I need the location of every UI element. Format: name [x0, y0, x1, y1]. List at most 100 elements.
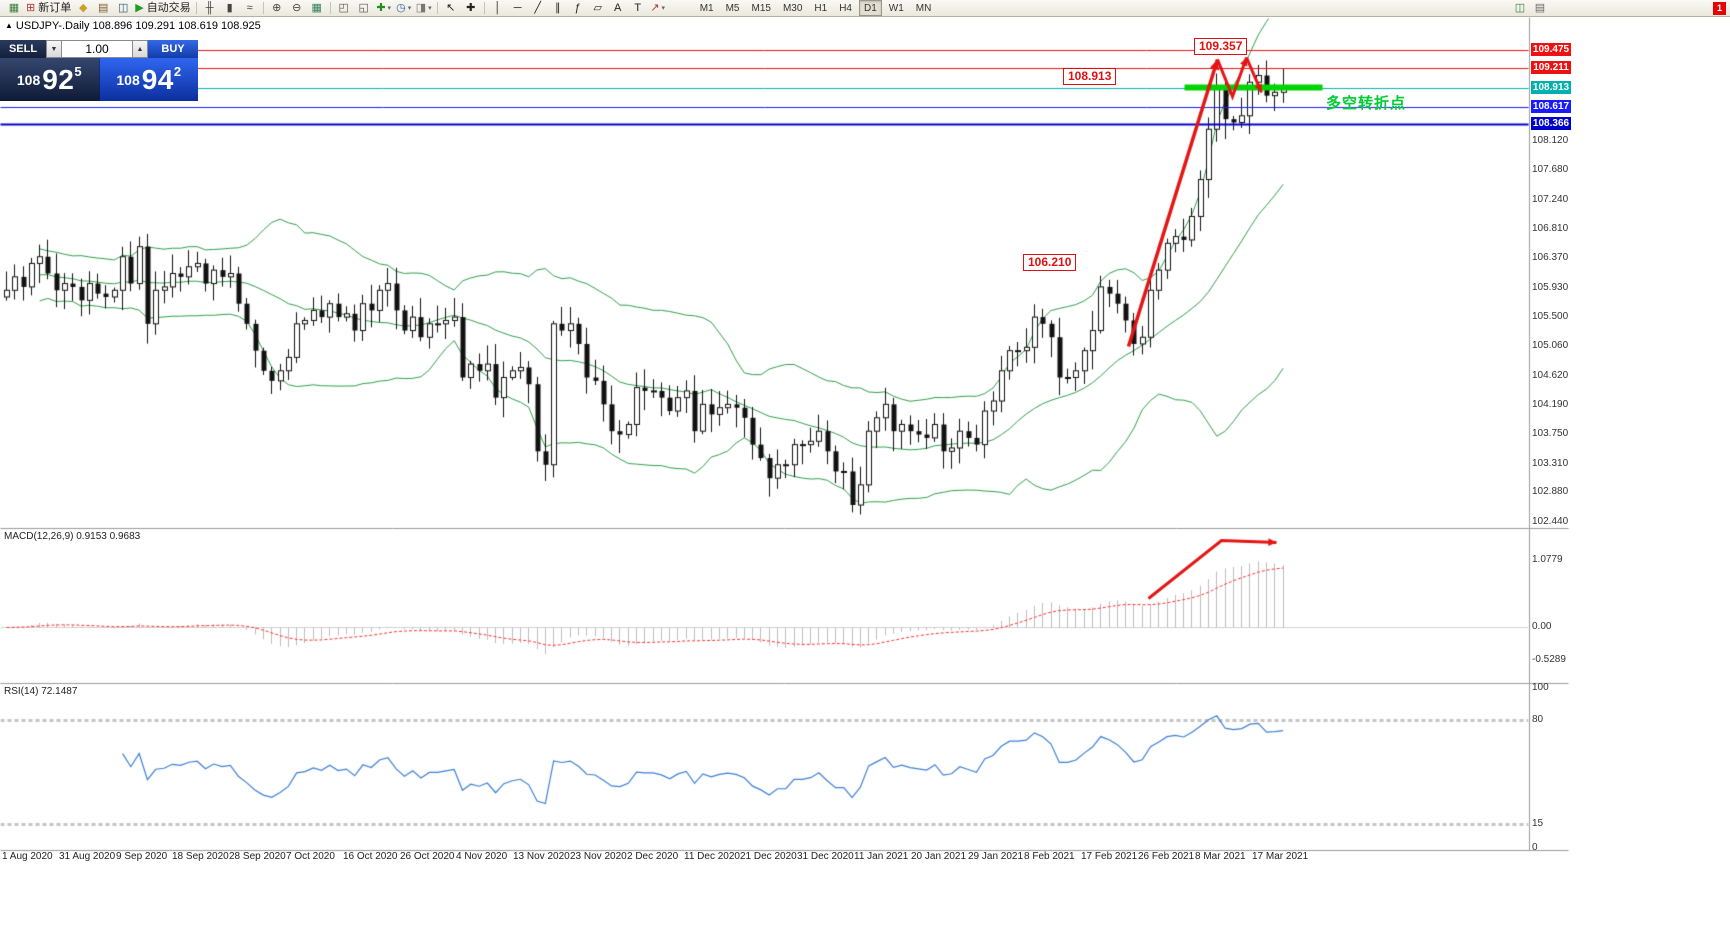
history-center-button[interactable]: ▤ — [94, 1, 112, 16]
timeframe-m1-button[interactable]: M1 — [699, 2, 714, 14]
timeframe-h4-button[interactable]: H4 — [839, 2, 852, 14]
autotrading-button[interactable]: ▶ 自动交易 — [134, 1, 191, 16]
templates-icon: ◨ — [415, 1, 427, 14]
cascade-windows-icon: ◰ — [338, 1, 349, 14]
candlestick-chart-icon: ▮ — [226, 1, 233, 14]
shapes-button[interactable]: ▱ — [589, 1, 607, 16]
timeframe-d1-button[interactable]: D1 — [859, 0, 882, 16]
fibonacci-button[interactable]: ƒ — [569, 1, 587, 16]
bar-chart-button[interactable]: ╫ — [201, 1, 219, 16]
ask-price-button[interactable]: 108 94 2 — [98, 58, 198, 101]
text-button[interactable]: A — [609, 1, 627, 16]
toolbar-extra-1-button[interactable]: ◫ — [1511, 1, 1529, 16]
price-axis[interactable]: 108.120 107.680 107.240 106.810 106.370 105.9… — [1531, 0, 1573, 943]
date-label: 2 Dec 2020 — [627, 851, 679, 862]
main-toolbar: ▦ ⊞ 新订单 ◆ ▤ ◫ ▶ 自动交易 ╫ ▮ ≈ ⊕ ⊖ ▦ ◰ ◱ ✚ ▾ ◷ ▾ ◨ ▾ ↖ ✚ │ ─ ╱ ∥ ƒ ▱ A T ↗ ▾ M… — [0, 0, 1730, 17]
toolbar-extra-2-icon: ▤ — [1534, 2, 1546, 14]
price-tick-label: 105.500 — [1532, 311, 1569, 322]
one-click-trade-panel: SELL ▼ 1.00 ▲ BUY 108 92 5 108 94 2 — [0, 40, 198, 101]
lot-size-input[interactable]: 1.00 — [62, 40, 132, 58]
templates-button[interactable]: ◨ ▾ — [415, 1, 433, 16]
arrange-windows-button[interactable]: ◱ — [355, 1, 373, 16]
periods-button[interactable]: ◷ ▾ — [395, 1, 413, 16]
pivot-price-label[interactable]: 108.913 — [1063, 68, 1117, 85]
date-label: 20 Jan 2021 — [911, 851, 967, 862]
toolbar-separator — [436, 2, 438, 14]
periods-icon: ◷ — [396, 1, 406, 14]
chevron-down-icon: ▾ — [407, 4, 412, 12]
support-price-label[interactable]: 106.210 — [1023, 254, 1077, 271]
rsi-scale-label: 100 — [1532, 682, 1549, 693]
date-label: 11 Dec 2020 — [684, 851, 740, 862]
cascade-windows-button[interactable]: ◰ — [335, 1, 353, 16]
autotrading-icon: ▶ — [135, 1, 144, 14]
crosshair-icon: ✚ — [466, 1, 476, 14]
notification-badge[interactable]: 1 — [1713, 2, 1726, 15]
indicators-button[interactable]: ✚ ▾ — [375, 1, 393, 16]
lot-increase-button[interactable]: ▲ — [132, 40, 148, 58]
macd-scale-label: 0.00 — [1532, 621, 1552, 632]
vertical-line-icon: │ — [494, 1, 502, 14]
channel-button[interactable]: ∥ — [549, 1, 567, 16]
terminal-button[interactable]: ◫ — [114, 1, 132, 16]
timeframe-w1-button[interactable]: W1 — [888, 2, 904, 14]
date-label: 11 Jan 2021 — [854, 851, 909, 862]
price-tick-label: 105.060 — [1532, 340, 1569, 351]
channel-icon: ∥ — [554, 1, 561, 14]
zoom-out-icon: ⊖ — [292, 1, 302, 14]
date-label: 4 Nov 2020 — [456, 851, 508, 862]
price-tick-label: 108.120 — [1532, 135, 1569, 146]
chart-title: ▲ USDJPY-.Daily 108.896 109.291 108.619 1… — [5, 20, 261, 32]
price-line-label: 108.617 — [1531, 100, 1571, 113]
horizontal-line-button[interactable]: ─ — [509, 1, 527, 16]
zoom-out-button[interactable]: ⊖ — [288, 1, 306, 16]
vertical-line-button[interactable]: │ — [489, 1, 507, 16]
bid-price-button[interactable]: 108 92 5 — [0, 58, 99, 101]
strategy-tester-button[interactable]: ◆ — [74, 1, 92, 16]
timeframe-m30-button[interactable]: M30 — [782, 2, 803, 14]
time-axis[interactable]: 1 Aug 2020 31 Aug 2020 9 Sep 2020 18 Sep 20… — [0, 851, 1528, 865]
candlestick-chart-button[interactable]: ▮ — [221, 1, 239, 16]
new-chart-button[interactable]: ▦ — [5, 1, 23, 16]
resistance-price-label[interactable]: 109.357 — [1194, 38, 1248, 55]
pivot-note-text[interactable]: 多空转折点 — [1326, 95, 1407, 112]
trendline-button[interactable]: ╱ — [529, 1, 547, 16]
sell-button[interactable]: SELL — [0, 40, 46, 58]
zoom-in-button[interactable]: ⊕ — [268, 1, 286, 16]
ask-pip: 2 — [173, 64, 182, 79]
timeframe-m5-button[interactable]: M5 — [725, 2, 740, 14]
date-label: 8 Mar 2021 — [1195, 851, 1246, 862]
timeframe-m15-button[interactable]: M15 — [751, 2, 771, 14]
date-label: 13 Nov 2020 — [513, 851, 570, 862]
toolbar-extra-2-button[interactable]: ▤ — [1531, 1, 1549, 16]
toolbar-separator — [262, 2, 264, 14]
toolbar-separator — [483, 2, 485, 14]
indicators-icon: ✚ — [376, 1, 386, 14]
buy-button[interactable]: BUY — [148, 40, 198, 58]
tile-windows-button[interactable]: ▦ — [308, 1, 326, 16]
timeframe-mn-button[interactable]: MN — [915, 2, 932, 14]
fibonacci-icon: ƒ — [574, 1, 581, 14]
price-tick-label: 106.370 — [1532, 252, 1569, 263]
ask-big: 94 — [141, 63, 174, 95]
arrows-button[interactable]: ↗ ▾ — [649, 1, 667, 16]
line-chart-button[interactable]: ≈ — [241, 1, 259, 16]
price-tick-label: 102.440 — [1532, 516, 1569, 527]
chevron-down-icon: ▾ — [387, 4, 392, 12]
macd-indicator-label: MACD(12,26,9) 0.9153 0.9683 — [4, 531, 141, 542]
crosshair-button[interactable]: ✚ — [462, 1, 480, 16]
shapes-icon: ▱ — [593, 1, 602, 14]
price-tick-label: 107.680 — [1532, 164, 1569, 175]
date-label: 17 Mar 2021 — [1252, 851, 1309, 862]
toolbar-separator — [329, 2, 331, 14]
new-order-button[interactable]: ⊞ 新订单 — [25, 1, 72, 16]
lot-decrease-button[interactable]: ▼ — [46, 40, 62, 58]
rsi-scale-label: 80 — [1532, 714, 1544, 725]
macd-scale-label: 1.0779 — [1532, 554, 1563, 565]
new-order-icon: ⊞ — [26, 1, 36, 14]
cursor-button[interactable]: ↖ — [442, 1, 460, 16]
bar-chart-icon: ╫ — [205, 1, 214, 14]
text-label-button[interactable]: T — [629, 1, 647, 16]
timeframe-h1-button[interactable]: H1 — [814, 2, 828, 14]
